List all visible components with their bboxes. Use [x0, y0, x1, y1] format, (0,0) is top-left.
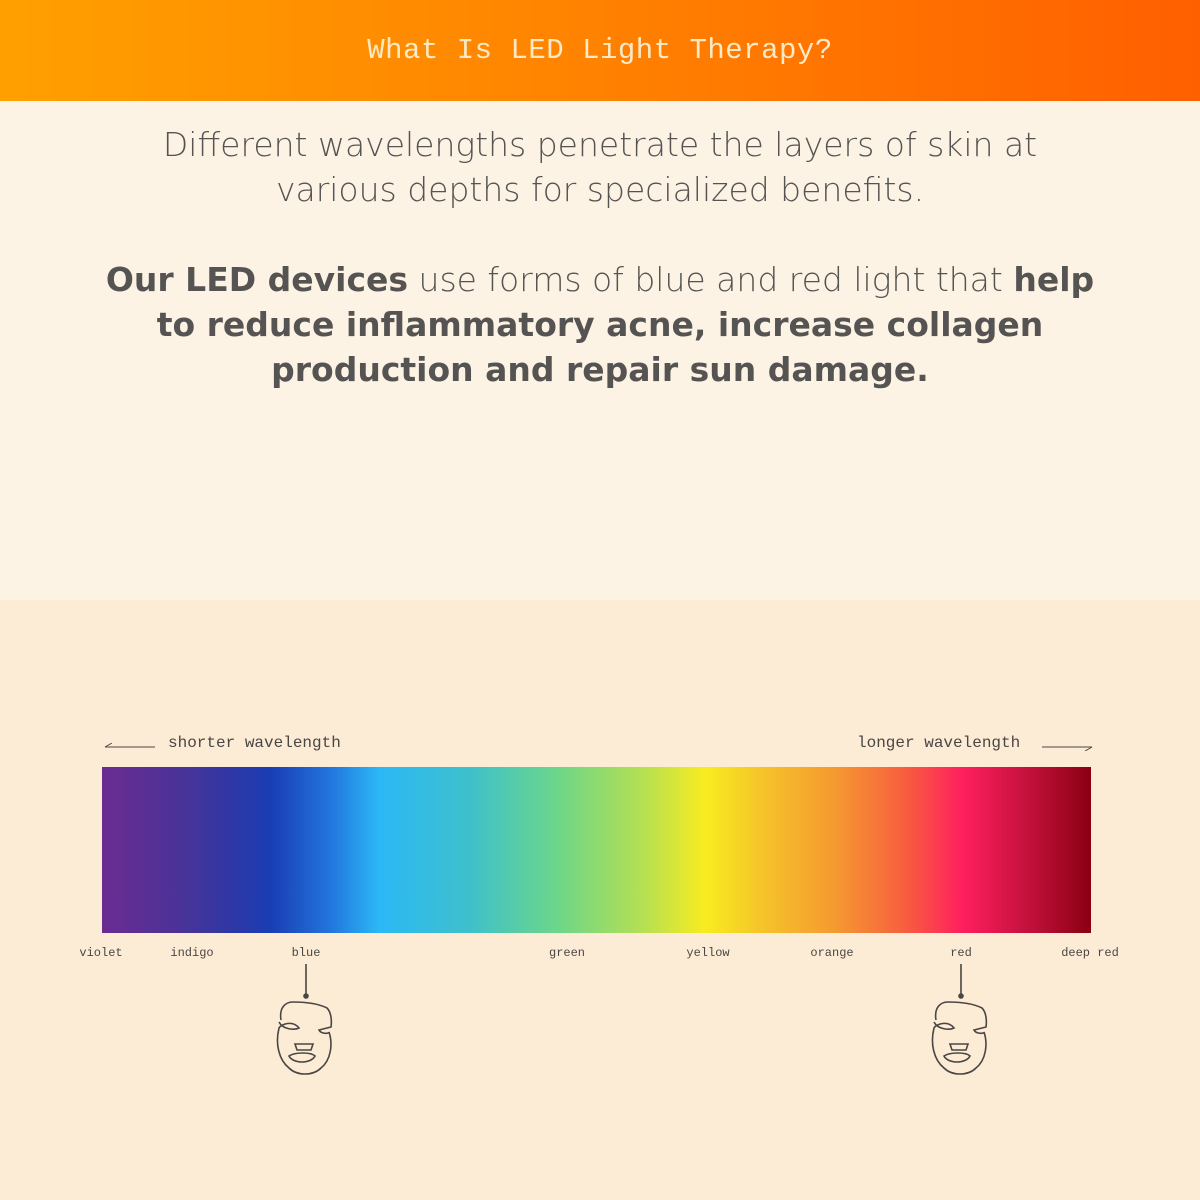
- color-label-orange: orange: [810, 946, 854, 960]
- intro-section: [0, 101, 1200, 600]
- bold-text: help to reduce inflammatory acne, increa…: [156, 260, 1095, 389]
- intro-paragraph-2: Our LED devices use forms of blue and re…: [100, 257, 1100, 392]
- arrow-left-icon: [104, 743, 155, 748]
- header-banner: What Is LED Light Therapy?: [0, 0, 1200, 101]
- page-title: What Is LED Light Therapy?: [367, 34, 833, 67]
- color-label-blue: blue: [291, 946, 321, 960]
- color-label-deep-red: deep red: [1061, 946, 1119, 960]
- face-mask-icon: [931, 964, 988, 1075]
- intro-paragraph-1: Different wavelengths penetrate the laye…: [162, 125, 1038, 209]
- color-label-red: red: [950, 946, 972, 960]
- spectrum-gradient-bar: [102, 767, 1091, 933]
- bold-text: Our LED devices: [105, 260, 409, 299]
- color-label-violet: violet: [79, 946, 123, 960]
- normal-text: use forms of blue and red light that: [408, 260, 1014, 299]
- color-label-yellow: yellow: [686, 946, 730, 960]
- longer-wavelength-label: longer wavelength: [857, 734, 1021, 752]
- color-label-green: green: [548, 946, 586, 960]
- face-mask-icon: [276, 964, 333, 1075]
- shorter-wavelength-label: shorter wavelength: [168, 734, 341, 752]
- color-label-indigo: indigo: [170, 946, 214, 960]
- arrow-right-icon: [1042, 746, 1093, 751]
